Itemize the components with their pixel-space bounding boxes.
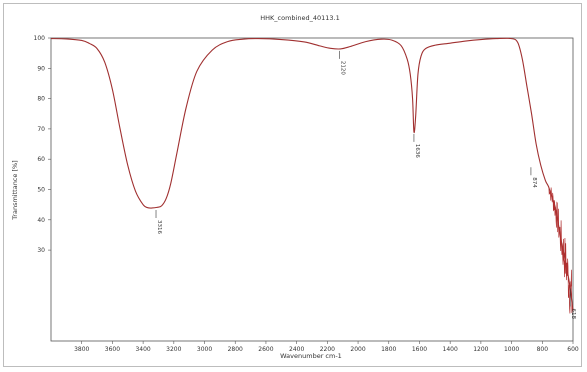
x-tick-label: 1200 [473, 346, 488, 353]
y-tick-label: 80 [37, 96, 45, 103]
x-tick-label: 2200 [320, 346, 335, 353]
y-tick-label: 30 [37, 247, 45, 254]
noise-trace [548, 186, 573, 314]
series-layer [50, 37, 574, 314]
y-tick-label: 50 [37, 187, 45, 194]
x-tick-label: 3200 [166, 346, 181, 353]
chart-title: HHK_combined_40113.1 [260, 14, 339, 22]
x-tick-label: 2800 [228, 346, 243, 353]
x-tick-label: 3600 [105, 346, 120, 353]
x-axis: 3800 3600 3400 3200 3000 2800 2600 2400 2200 2000… [74, 341, 579, 353]
peak-label: 1636 [414, 144, 420, 158]
x-tick-label: 2400 [289, 346, 304, 353]
y-axis-title: Transmittance [%] [11, 160, 19, 220]
spectrum-line [50, 37, 574, 311]
plot-area [50, 37, 574, 342]
peak-label: 618 [570, 308, 576, 319]
y-tick-label: 100 [34, 35, 46, 42]
peak-labels: 3316 2120 1636 874 618 [155, 50, 576, 319]
x-tick-label: 3000 [197, 346, 212, 353]
y-tick-label: 90 [37, 65, 45, 72]
y-tick-label: 40 [37, 217, 45, 224]
noise-region [548, 186, 573, 314]
x-tick-label: 1400 [443, 346, 458, 353]
y-tick-label: 70 [37, 126, 45, 133]
x-tick-label: 800 [537, 346, 549, 353]
x-tick-label: 3400 [135, 346, 150, 353]
peak-label: 3316 [156, 220, 162, 234]
x-tick-label: 600 [567, 346, 579, 353]
x-tick-label: 3800 [74, 346, 89, 353]
x-tick-label: 2600 [258, 346, 273, 353]
y-tick-label: 60 [37, 156, 45, 163]
x-axis-title: Wavenumber cm-1 [280, 352, 342, 360]
peak-label: 2120 [340, 61, 346, 75]
x-tick-label: 1600 [412, 346, 427, 353]
x-tick-label: 1800 [381, 346, 396, 353]
y-axis: 30 40 50 60 70 80 90 100 [34, 35, 51, 254]
peak-label: 874 [531, 177, 537, 188]
x-tick-label: 2000 [350, 346, 365, 353]
x-tick-label: 1000 [504, 346, 519, 353]
